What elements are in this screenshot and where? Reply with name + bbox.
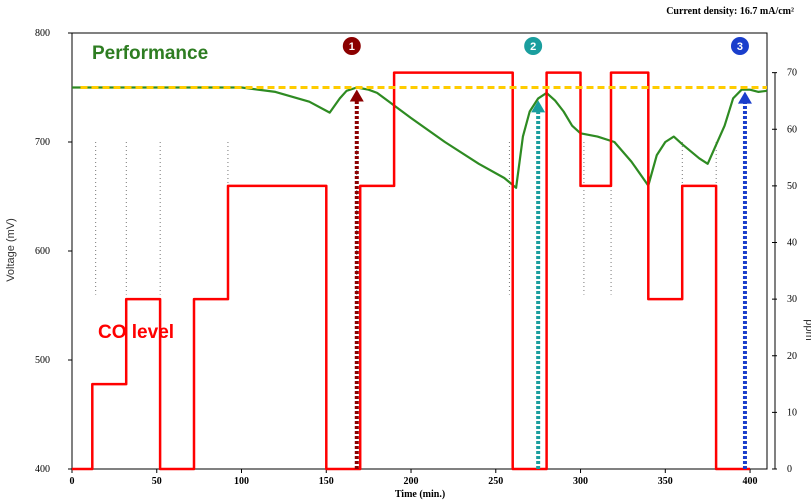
y-axis-label: Voltage (mV) — [5, 218, 17, 282]
y-tick-label: 400 — [35, 464, 50, 475]
recovery-marker-number: 2 — [530, 41, 536, 53]
y2-tick-label: 40 — [787, 238, 797, 249]
x-tick-label: 150 — [319, 476, 334, 487]
y2-tick-label: 30 — [787, 294, 797, 305]
series-line-co-level — [72, 71, 750, 471]
recovery-arrow-head — [531, 100, 546, 113]
y2-tick-label: 10 — [787, 407, 797, 418]
recovery-marker-circle — [342, 37, 361, 55]
y2-tick-label: 60 — [787, 124, 797, 135]
recovery-markers: 1 2 3 — [342, 37, 752, 469]
x-axis-ticks: 0 50 100 150 200 250 300 350 400 — [70, 469, 758, 487]
y-tick-label: 500 — [35, 355, 50, 366]
plot-frame — [71, 32, 768, 470]
x-tick-label: 0 — [70, 476, 75, 487]
recovery-marker-number: 1 — [349, 41, 355, 53]
y-tick-label: 600 — [35, 246, 50, 257]
recovery-arrow-head — [737, 91, 752, 104]
dotted-guides — [95, 142, 717, 295]
y2-tick-label: 50 — [787, 181, 797, 192]
x-tick-label: 350 — [658, 476, 673, 487]
recovery-marker-circle — [730, 37, 749, 55]
y-tick-label: 800 — [35, 28, 50, 39]
series-layer — [72, 71, 768, 471]
y-tick-label: 700 — [35, 137, 50, 148]
recovery-marker-number: 3 — [737, 41, 743, 53]
x-tick-label: 400 — [743, 476, 758, 487]
y2-axis-ticks: 0 10 20 30 40 50 60 70 — [772, 68, 797, 475]
x-tick-label: 300 — [573, 476, 588, 487]
y2-tick-label: 20 — [787, 351, 797, 362]
y2-axis-label: ppm — [803, 319, 811, 340]
y2-tick-label: 0 — [787, 464, 792, 475]
y2-tick-label: 70 — [787, 68, 797, 79]
series-line-performance — [72, 86, 768, 189]
performance-label: Performance — [92, 43, 208, 64]
x-tick-label: 50 — [152, 476, 162, 487]
y-axis-ticks: 400 500 600 700 800 — [35, 28, 72, 475]
x-axis-label: Time (min.) — [395, 489, 445, 500]
recovery-arrow-head — [349, 89, 364, 102]
recovery-marker-circle — [524, 37, 543, 55]
co-level-label: CO level — [98, 322, 174, 343]
annotations: Performance CO level — [92, 43, 208, 343]
current-density-note: Current density: 16.7 mA/cm² — [666, 6, 794, 17]
x-tick-label: 100 — [234, 476, 249, 487]
x-tick-label: 200 — [404, 476, 419, 487]
x-tick-label: 250 — [488, 476, 503, 487]
